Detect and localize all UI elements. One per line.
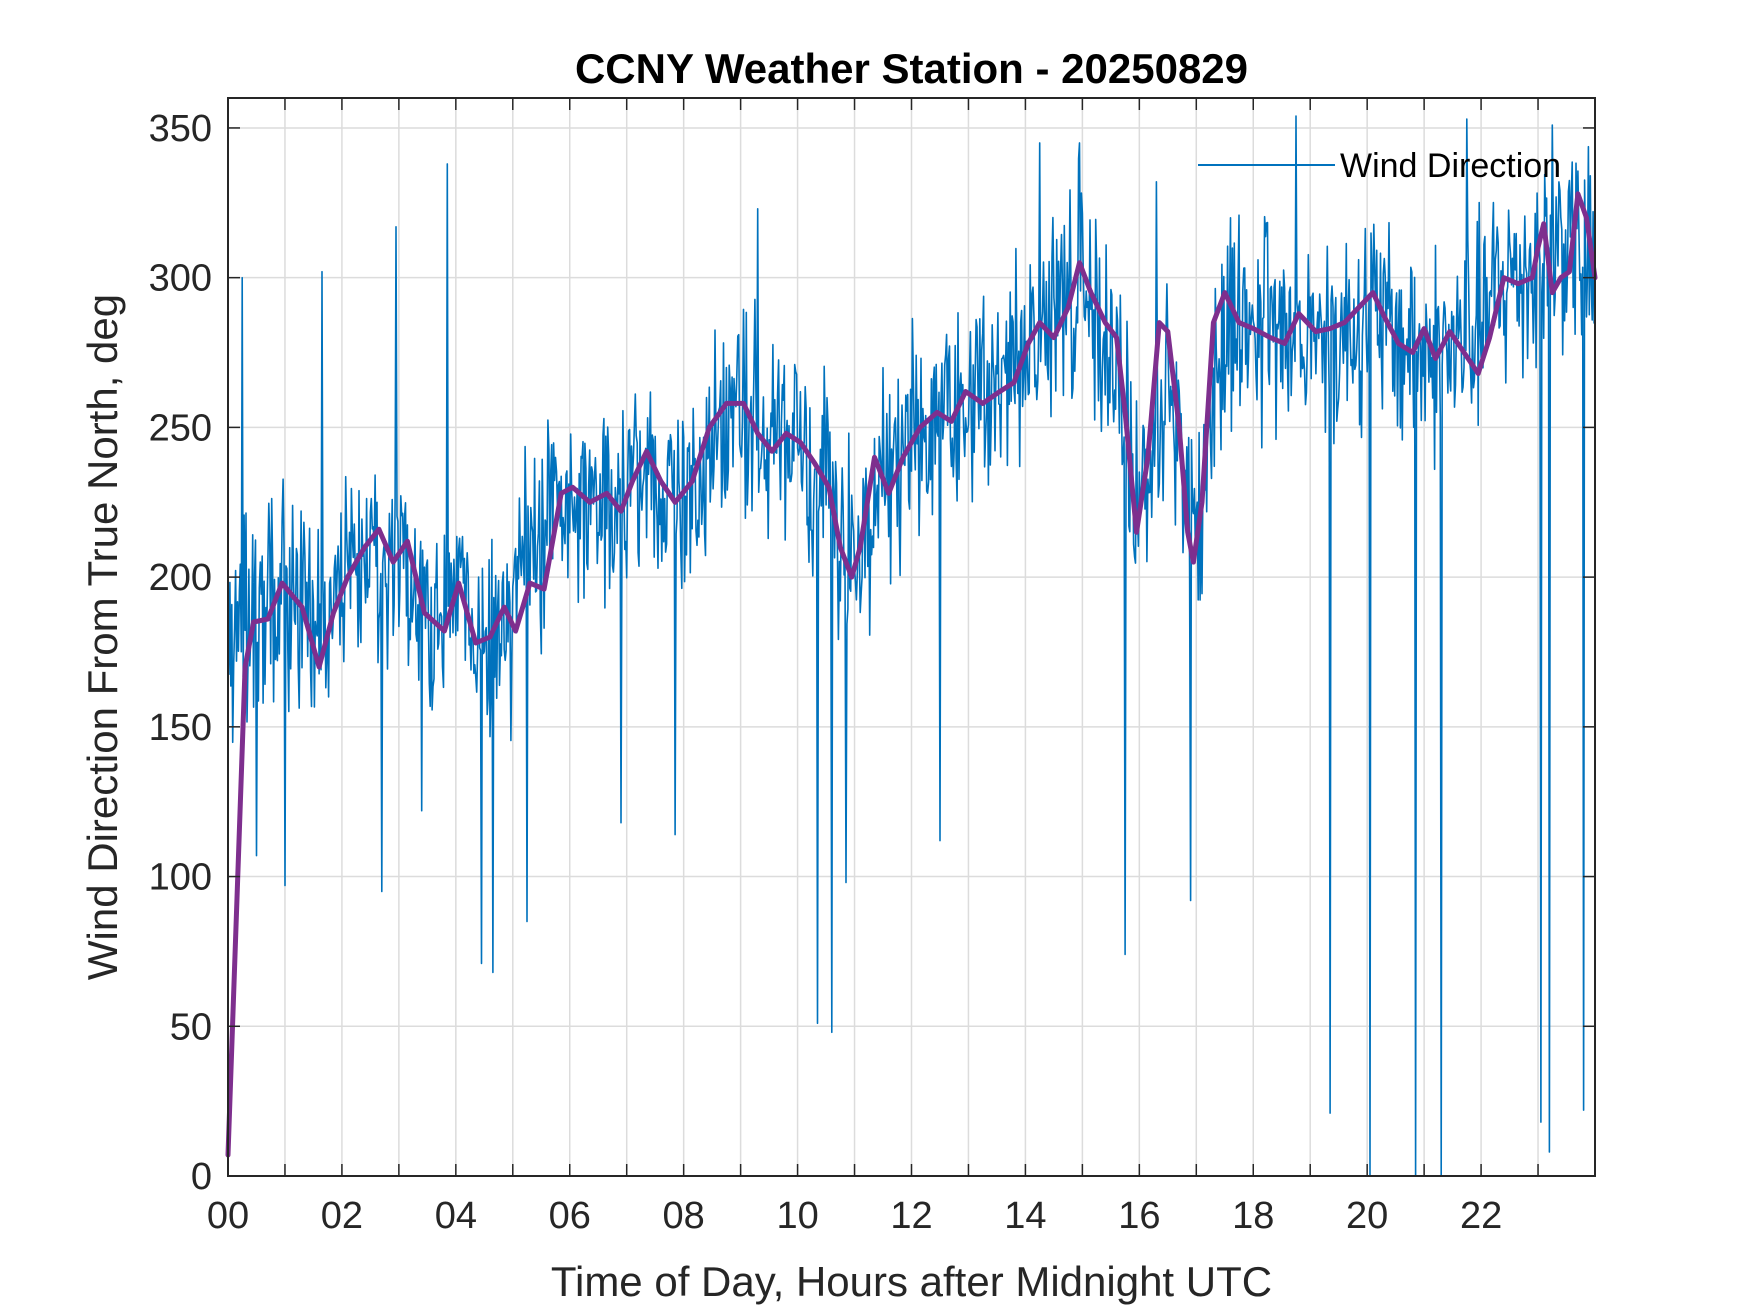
x-tick-label: 12 [890, 1195, 932, 1237]
y-tick-label: 100 [149, 857, 212, 899]
x-axis-label: Time of Day, Hours after Midnight UTC [551, 1258, 1272, 1305]
y-tick-label: 0 [191, 1156, 212, 1198]
series-layer [225, 115, 1598, 1177]
chart-title: CCNY Weather Station - 20250829 [575, 45, 1248, 92]
series-running-mean-line [225, 191, 1598, 1158]
x-tick-label: 08 [663, 1195, 705, 1237]
y-tick-label: 150 [149, 707, 212, 749]
series-wind-direction-line [227, 115, 1596, 1177]
x-tick-label: 06 [549, 1195, 591, 1237]
x-tick-label: 02 [321, 1195, 363, 1237]
x-tick-label: 20 [1346, 1195, 1388, 1237]
x-tick-label: 04 [435, 1195, 477, 1237]
x-tick-labels: 00 02 04 06 08 10 12 14 16 18 20 22 [207, 1195, 1502, 1237]
x-tick-label: 10 [776, 1195, 818, 1237]
y-tick-label: 350 [149, 108, 212, 150]
legend: Wind Direction [1198, 147, 1561, 185]
x-tick-label: 16 [1118, 1195, 1160, 1237]
x-tick-label: 14 [1004, 1195, 1046, 1237]
x-tick-label: 18 [1232, 1195, 1274, 1237]
y-axis-label: Wind Direction From True North, deg [79, 294, 126, 980]
x-tick-label: 00 [207, 1195, 249, 1237]
y-tick-label: 300 [149, 258, 212, 300]
y-tick-labels: 0 50 100 150 200 250 300 350 [149, 108, 212, 1198]
y-tick-label: 50 [170, 1006, 212, 1048]
y-tick-label: 200 [149, 557, 212, 599]
legend-label-wind-direction: Wind Direction [1340, 147, 1561, 185]
y-tick-label: 250 [149, 407, 212, 449]
x-tick-label: 22 [1460, 1195, 1502, 1237]
axis-ticks [228, 98, 1595, 1177]
